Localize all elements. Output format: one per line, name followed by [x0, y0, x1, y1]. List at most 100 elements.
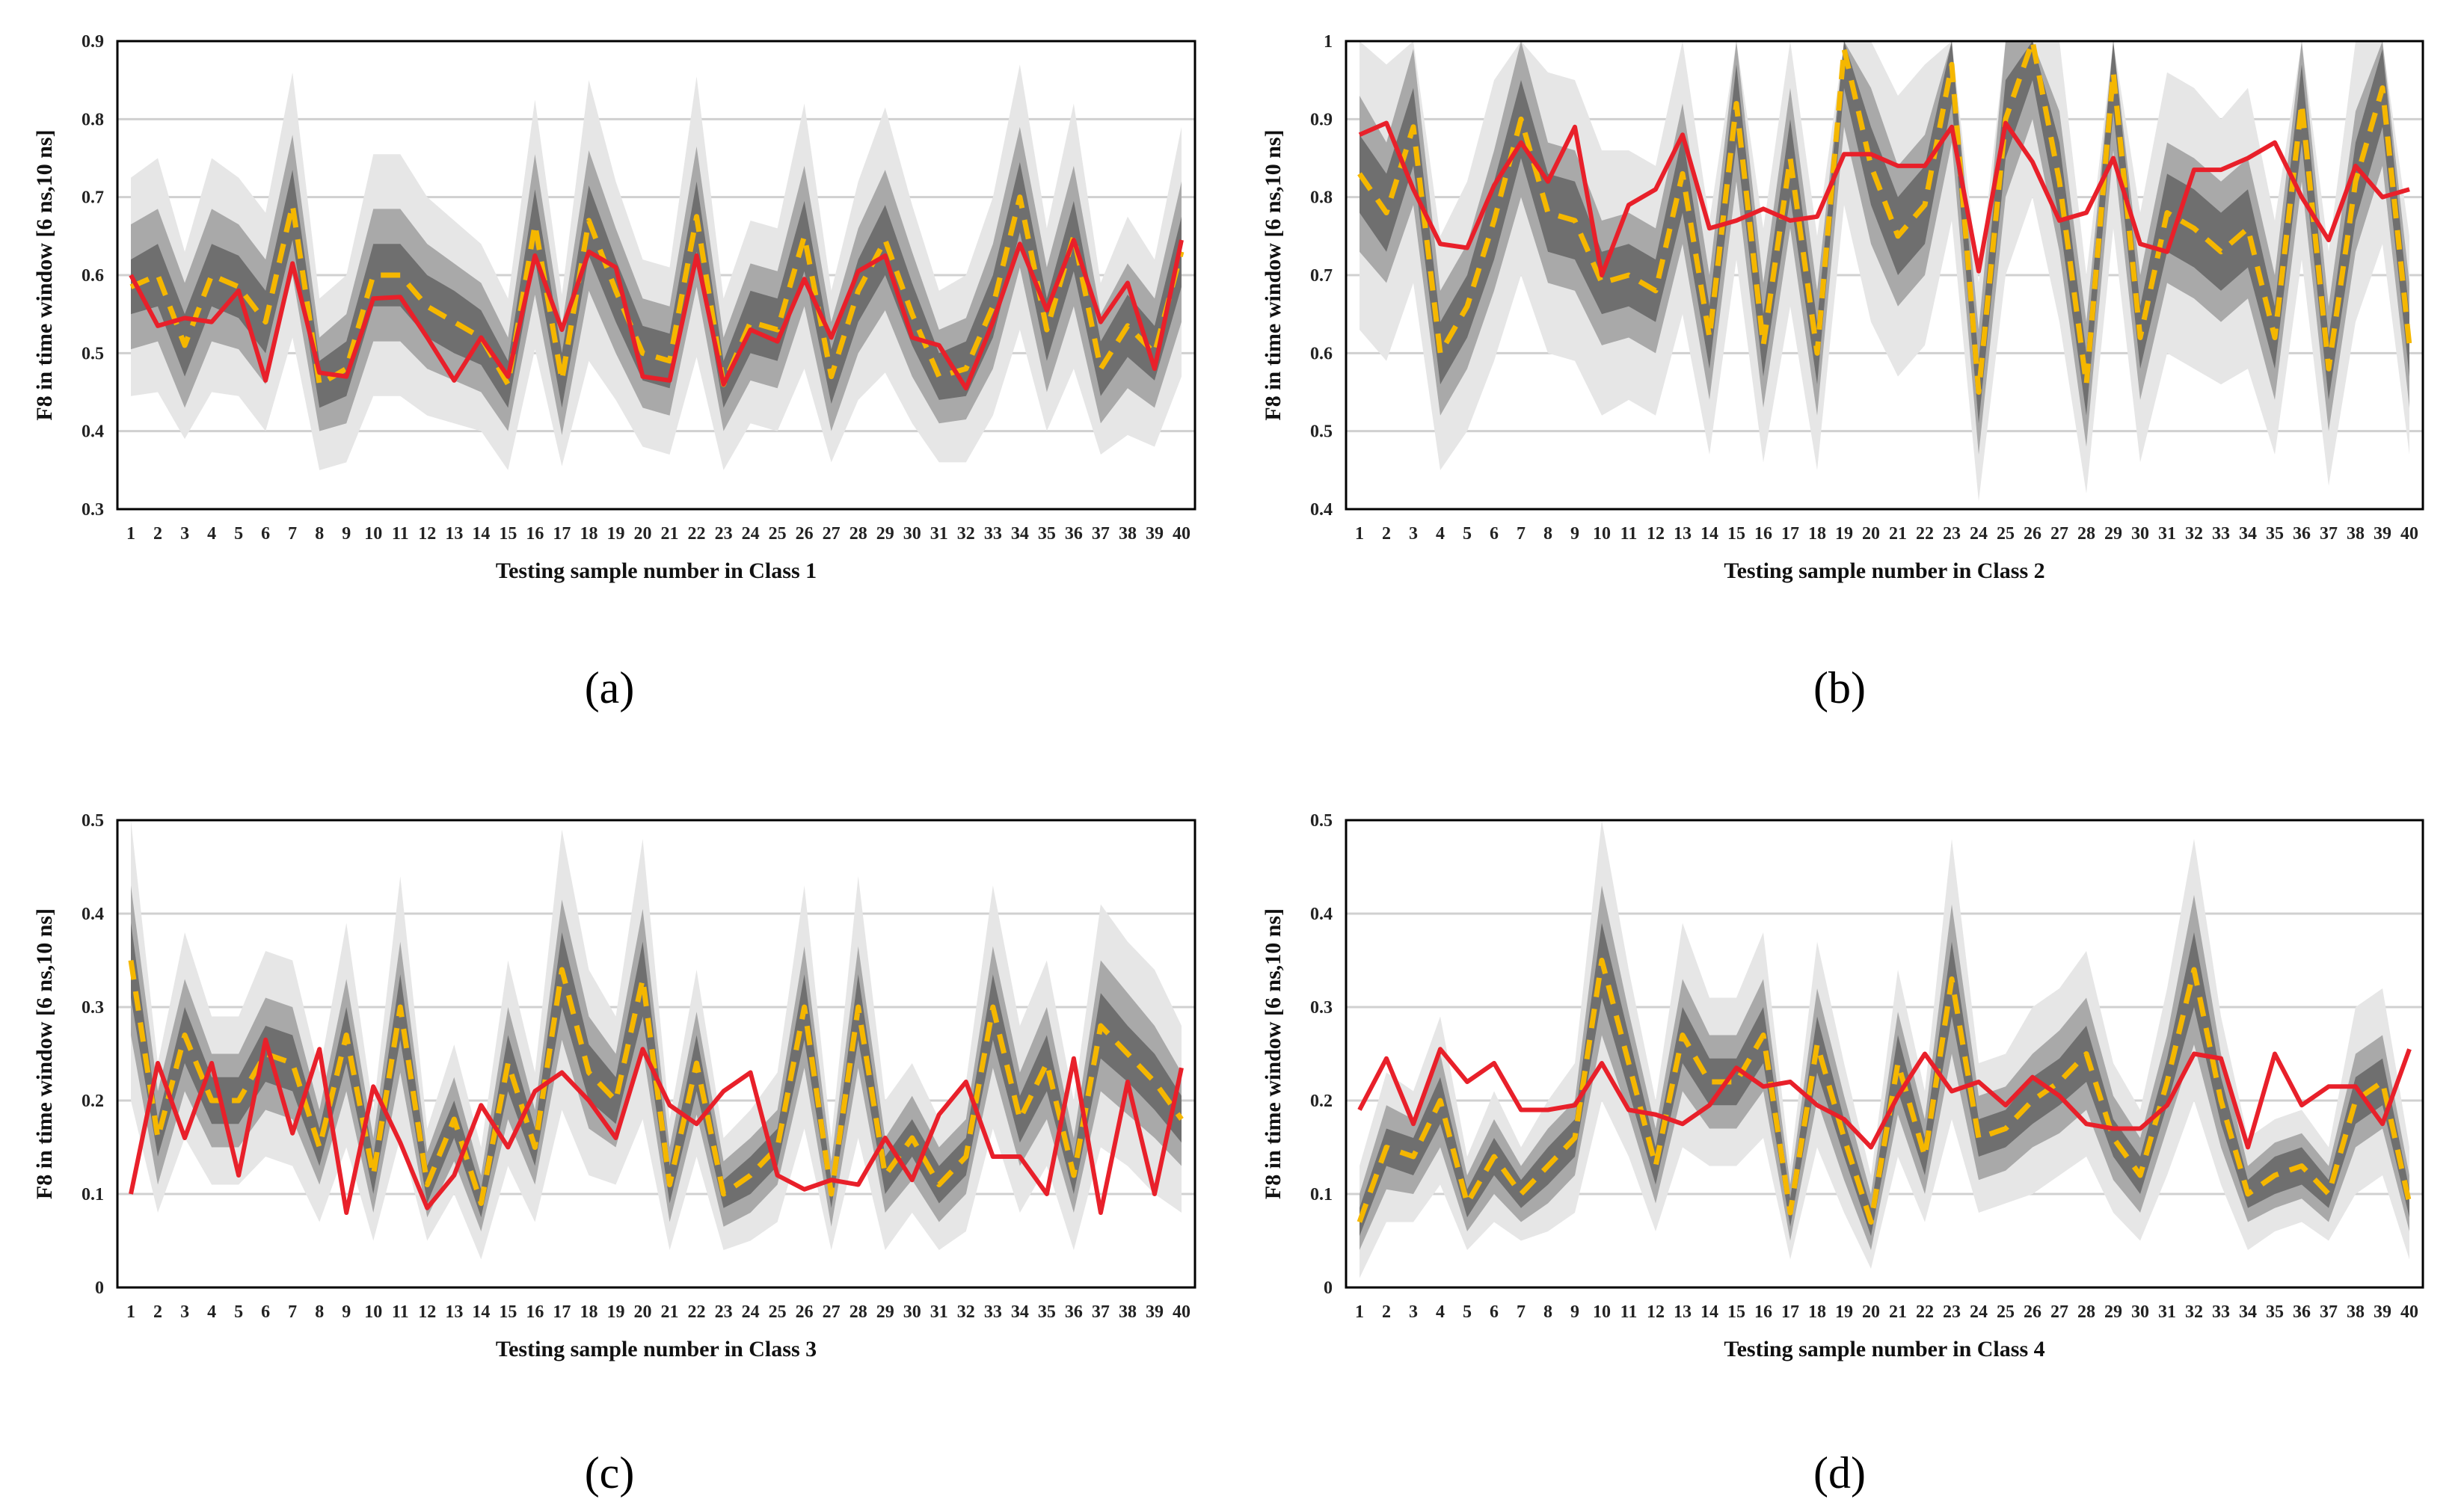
- x-tick-label: 13: [1674, 1302, 1692, 1322]
- y-tick-label: 0.5: [1310, 811, 1333, 831]
- x-tick-label: 36: [1065, 1302, 1083, 1322]
- x-tick-label: 9: [1570, 524, 1579, 544]
- y-tick-label: 0: [95, 1278, 104, 1298]
- x-tick-label: 19: [606, 1302, 624, 1322]
- y-tick-label: 0.1: [1310, 1185, 1333, 1204]
- x-tick-label: 39: [1146, 1302, 1164, 1322]
- x-tick-label: 3: [1409, 1302, 1418, 1322]
- x-tick-label: 2: [1382, 1302, 1391, 1322]
- x-tick-label: 10: [364, 1302, 382, 1322]
- x-tick-label: 14: [472, 524, 490, 544]
- plot-frame: [1345, 40, 2424, 511]
- x-tick-label: 37: [2320, 524, 2338, 544]
- x-tick-label: 5: [234, 524, 243, 544]
- x-tick-label: 25: [1997, 1302, 2015, 1322]
- x-tick-label: 34: [1011, 1302, 1029, 1322]
- x-tick-label: 9: [342, 1302, 351, 1322]
- x-tick-label: 4: [207, 1302, 216, 1322]
- x-tick-label: 1: [1355, 524, 1364, 544]
- x-tick-label: 24: [742, 524, 760, 544]
- x-tick-label: 29: [876, 524, 894, 544]
- x-tick-label: 35: [2266, 1302, 2284, 1322]
- x-tick-label: 39: [2374, 524, 2391, 544]
- y-tick-label: 0.9: [1310, 110, 1333, 129]
- y-tick-label: 0.6: [1310, 344, 1333, 363]
- x-tick-label: 30: [2131, 524, 2149, 544]
- x-tick-label: 37: [2320, 1302, 2338, 1322]
- y-tick-label: 0.5: [1310, 422, 1333, 442]
- y-tick-label: 0.4: [82, 422, 104, 442]
- x-tick-label: 38: [1119, 524, 1137, 544]
- x-tick-label: 2: [1382, 524, 1391, 544]
- y-tick-label: 0.8: [82, 110, 104, 129]
- x-tick-label: 16: [1754, 1302, 1772, 1322]
- x-tick-label: 14: [1700, 1302, 1718, 1322]
- y-tick-label: 0.2: [1310, 1092, 1333, 1111]
- x-tick-label: 29: [876, 1302, 894, 1322]
- x-tick-label: 1: [1355, 1302, 1364, 1322]
- plot-frame: [116, 40, 1196, 511]
- x-tick-label: 35: [1038, 1302, 1056, 1322]
- series-mean-line: [129, 194, 1185, 387]
- x-tick-label: 25: [769, 1302, 787, 1322]
- y-tick-label: 0.4: [1310, 500, 1333, 520]
- x-tick-label: 20: [633, 1302, 651, 1322]
- x-tick-label: 21: [1889, 524, 1907, 544]
- x-tick-label: 27: [823, 1302, 841, 1322]
- x-tick-label: 12: [1647, 1302, 1665, 1322]
- x-tick-label: 30: [2131, 1302, 2149, 1322]
- plot-frame: [116, 819, 1196, 1289]
- x-tick-label: 35: [2266, 524, 2284, 544]
- chart-panel-3: 00.10.20.30.40.51 2 3 4 5 6 7 8 9 10 11 12 13 14 15 16 1…: [32, 811, 1196, 1498]
- x-tick-label: 32: [2185, 1302, 2203, 1322]
- y-tick-label: 0.7: [1310, 266, 1333, 286]
- y-axis-label: F8 in time window [6 ns,10 ns]: [32, 129, 57, 420]
- x-tick-label: 35: [1038, 524, 1056, 544]
- x-tick-label: 20: [1862, 524, 1880, 544]
- x-tick-label: 16: [526, 1302, 544, 1322]
- x-tick-label: 24: [1970, 524, 1988, 544]
- x-tick-label: 15: [499, 1302, 517, 1322]
- y-tick-label: 0.5: [82, 811, 104, 831]
- x-tick-label: 3: [180, 1302, 189, 1322]
- chart-panel-2: 0.40.50.60.70.80.911 2 3 4 5 6 7 8 9 10 11 12 13 14 15…: [1261, 32, 2424, 713]
- x-tick-label: 25: [769, 524, 787, 544]
- x-tick-label: 39: [1146, 524, 1164, 544]
- x-tick-label: 13: [1674, 524, 1692, 544]
- x-tick-label: 39: [2374, 1302, 2391, 1322]
- x-tick-label: 29: [2104, 1302, 2122, 1322]
- band-1: [131, 923, 1182, 1218]
- x-tick-label: 18: [580, 524, 597, 544]
- y-tick-label: 1: [1324, 32, 1333, 52]
- y-tick-label: 0.2: [82, 1092, 104, 1111]
- panel-label: (a): [585, 663, 635, 713]
- x-tick-label: 26: [796, 1302, 814, 1322]
- x-tick-label: 27: [823, 524, 841, 544]
- x-axis-label: Testing sample number in Class 1: [496, 558, 817, 583]
- panel-label: (c): [585, 1448, 635, 1498]
- x-tick-label: 11: [392, 524, 409, 544]
- x-tick-label: 38: [1119, 1302, 1137, 1322]
- x-tick-label: 9: [1570, 1302, 1579, 1322]
- x-tick-label: 7: [288, 524, 297, 544]
- x-tick-label: 18: [1808, 1302, 1826, 1322]
- x-tick-label: 28: [2077, 524, 2095, 544]
- x-tick-label: 18: [580, 1302, 597, 1322]
- x-tick-label: 6: [1490, 524, 1499, 544]
- x-tick-label: 32: [957, 1302, 975, 1322]
- y-tick-label: 0: [1324, 1278, 1333, 1298]
- x-tick-label: 17: [1781, 1302, 1799, 1322]
- x-tick-label: 11: [392, 1302, 409, 1322]
- x-tick-label: 33: [2212, 1302, 2230, 1322]
- series-mean-line: [1357, 958, 2412, 1225]
- x-tick-label: 30: [903, 1302, 921, 1322]
- x-tick-label: 27: [2050, 524, 2068, 544]
- y-axis-label: F8 in time window [6 ns,10 ns]: [32, 908, 57, 1199]
- x-tick-label: 34: [2239, 524, 2257, 544]
- x-tick-label: 17: [553, 1302, 571, 1322]
- x-tick-label: 21: [661, 524, 679, 544]
- x-tick-label: 25: [1997, 524, 2015, 544]
- x-tick-label: 28: [850, 1302, 867, 1322]
- y-tick-label: 0.1: [82, 1185, 104, 1204]
